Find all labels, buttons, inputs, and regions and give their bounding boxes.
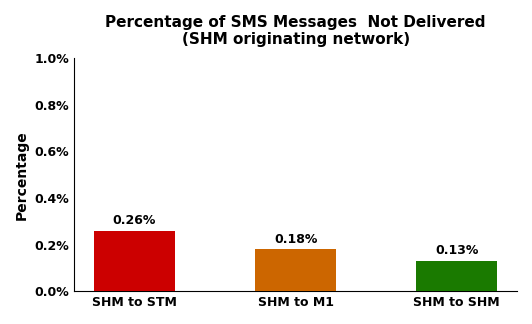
Bar — [255, 249, 336, 291]
Text: 0.13%: 0.13% — [435, 244, 478, 257]
Bar — [94, 231, 175, 291]
Title: Percentage of SMS Messages  Not Delivered
(SHM originating network): Percentage of SMS Messages Not Delivered… — [105, 15, 486, 47]
Y-axis label: Percentage: Percentage — [15, 130, 29, 220]
Bar — [417, 261, 497, 291]
Text: 0.26%: 0.26% — [113, 214, 156, 227]
Text: 0.18%: 0.18% — [274, 233, 317, 246]
